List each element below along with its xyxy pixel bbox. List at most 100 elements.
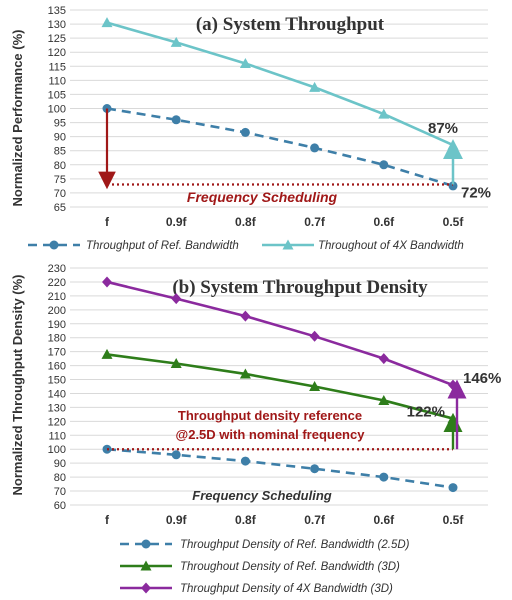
chart-b-series-2-line <box>106 280 454 387</box>
chart-b-series-0-line <box>106 447 454 489</box>
chart-a-y-tick-label: 90 <box>54 132 66 144</box>
chart-b-reference-label-1: Throughput density reference <box>178 408 362 423</box>
chart-a-y-tick-label: 100 <box>48 104 66 116</box>
chart-a-y-tick-label: 105 <box>48 89 66 101</box>
chart-a-y-tick-label: 65 <box>54 202 66 214</box>
chart-b-series-0-point <box>240 456 250 466</box>
chart-a-x-tick-label: 0.8f <box>235 215 257 229</box>
chart-b-series-0-point <box>379 472 389 482</box>
chart-b-y-tick-label: 150 <box>48 375 66 387</box>
chart-b-series-1-point <box>239 368 251 379</box>
chart-a-y-tick-label: 80 <box>54 160 66 172</box>
chart-a-series-1-point <box>170 36 182 47</box>
chart-a-y-tick-label: 120 <box>48 47 66 59</box>
chart-b-y-tick-label: 60 <box>54 500 66 512</box>
chart-b-y-tick-label: 140 <box>48 388 66 400</box>
chart-a-y-tick-label: 125 <box>48 33 66 45</box>
chart-b-legend: Throughput Density of Ref. Bandwidth (2.… <box>120 539 410 595</box>
chart-b-x-tick-label: 0.8f <box>235 513 257 527</box>
chart-a-y-tick-label: 95 <box>54 118 66 130</box>
chart-b-y-tick-label: 70 <box>54 486 66 498</box>
chart-b-high-pct: 146% <box>463 370 501 387</box>
chart-b-reference-label-2: @2.5D with nominal frequency <box>176 427 366 442</box>
chart-b-y-tick-label: 210 <box>48 291 66 303</box>
chart-a-series-0-point <box>171 115 181 125</box>
chart-a-scheduling-label: Frequency Scheduling <box>187 189 338 205</box>
chart-b-x-tick-label: 0.6f <box>373 513 395 527</box>
chart-a-y-tick-label: 110 <box>48 75 66 87</box>
chart-b-series-2-point <box>378 353 389 365</box>
chart-b-series-0-point <box>171 450 181 460</box>
chart-b-legend-marker-1 <box>140 560 152 571</box>
chart-a-high-pct: 87% <box>428 120 458 137</box>
chart-b-series-2-point <box>240 310 251 322</box>
chart-b-y-tick-label: 110 <box>48 430 66 442</box>
chart-a-y-tick-label: 85 <box>54 146 66 158</box>
chart-a-x-ticks: f 0.9f 0.8f 0.7f 0.6f 0.5f <box>105 215 464 229</box>
chart-b-y-tick-label: 120 <box>48 416 66 428</box>
chart-a-legend-marker-1 <box>282 239 294 250</box>
chart-b-annotations: Throughput density reference @2.5D with n… <box>107 370 501 503</box>
chart-b-legend-label-1: Throughout Density of Ref. Bandwidth (3D… <box>180 561 400 573</box>
chart-a-y-tick-label: 75 <box>54 174 66 186</box>
chart-b-legend-label-0: Throughput Density of Ref. Bandwidth (2.… <box>180 539 410 551</box>
chart-a-x-tick-label: 0.7f <box>304 215 326 229</box>
chart-b-y-tick-label: 190 <box>48 319 66 331</box>
chart-b-y-tick-label: 200 <box>48 305 66 317</box>
chart-b-y-tick-label: 130 <box>48 402 66 414</box>
chart-a-x-tick-label: 0.5f <box>443 215 465 229</box>
chart-a-legend: Throughput of Ref. Bandwidth Throughout o… <box>28 239 464 252</box>
chart-a-series-0-point <box>379 160 389 170</box>
chart-b-series-0-point <box>448 483 458 493</box>
chart-a-legend-label-1: Throughout of 4X Bandwidth <box>318 240 464 252</box>
chart-a-low-pct: 72% <box>461 184 491 201</box>
chart-b-title: (b) System Throughput Density <box>172 277 428 298</box>
chart-b-series-1-point <box>309 381 321 391</box>
chart-b-series-2-point <box>171 293 182 305</box>
chart-a-series-1-line <box>106 21 454 147</box>
chart-b-y-axis-label: Normalized Throughput Density (%) <box>10 275 25 496</box>
chart-b-y-tick-label: 160 <box>48 361 66 373</box>
chart-a-y-tick-label: 115 <box>48 61 66 73</box>
chart-a-title: (a) System Throughput <box>196 14 385 35</box>
chart-b-legend-label-2: Throughput Density of 4X Bandwidth (3D) <box>180 583 393 595</box>
chart-b-y-tick-label: 170 <box>48 347 66 359</box>
chart-b-series-1-point <box>378 394 390 405</box>
chart-b-y-tick-label: 220 <box>48 277 66 289</box>
chart-a-series-0-point <box>240 127 250 137</box>
chart-b-x-tick-label: 0.9f <box>166 513 188 527</box>
chart-a-annotations: Frequency Scheduling 87% 72% <box>98 108 491 205</box>
chart-a-series-0-point <box>448 181 458 191</box>
chart-a-series-0-line <box>106 107 454 188</box>
chart-b-series-0-point <box>310 464 320 474</box>
chart-a-x-tick-label: f <box>105 215 110 229</box>
chart-a-series-1-point <box>378 108 390 119</box>
chart-a-y-tick-label: 130 <box>48 19 66 31</box>
chart-b-y-tick-label: 90 <box>54 458 66 470</box>
chart-b-y-tick-label: 230 <box>48 263 66 275</box>
chart-a-x-tick-label: 0.9f <box>166 215 188 229</box>
chart-b-series-2-point <box>102 276 112 288</box>
chart-a-x-tick-label: 0.6f <box>373 215 395 229</box>
chart-b-series <box>101 276 459 493</box>
chart-b-x-tick-label: f <box>105 513 110 527</box>
chart-b-series-1-line <box>106 353 454 420</box>
chart-b-series-1-point <box>170 357 182 368</box>
chart-a-y-ticks: 65 70 75 80 85 90 95 100 105 110 115 120 125 130 135 <box>48 5 66 214</box>
chart-a-series-0-point <box>310 143 320 153</box>
chart-b-x-tick-label: 0.7f <box>304 513 326 527</box>
chart-a-series-1-point <box>239 57 251 68</box>
chart-b-scheduling-label: Frequency Scheduling <box>192 488 331 503</box>
chart-a-series-1-point <box>309 81 321 92</box>
chart-b-x-tick-label: 0.5f <box>443 513 465 527</box>
chart-b-y-tick-label: 100 <box>48 444 66 456</box>
chart-b-series-2-point <box>448 379 458 391</box>
chart-b-y-tick-label: 80 <box>54 472 66 484</box>
chart-b-mid-pct: 122% <box>407 404 445 421</box>
chart-b-legend-marker-0 <box>141 539 151 549</box>
chart-a-y-tick-label: 70 <box>54 188 66 200</box>
chart-b-legend-marker-2 <box>141 582 151 594</box>
